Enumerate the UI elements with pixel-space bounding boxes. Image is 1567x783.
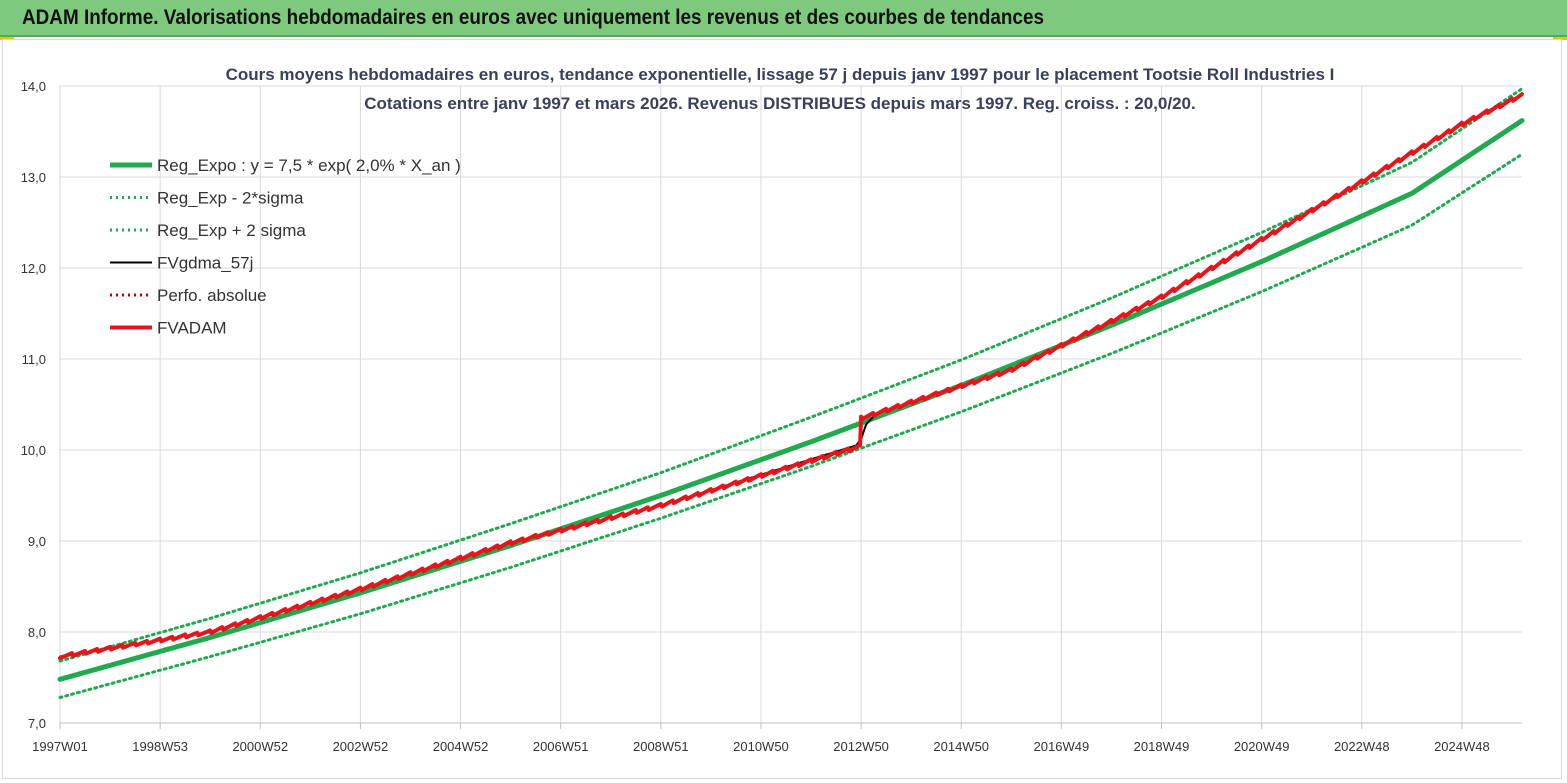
x-tick-label: 1998W53 [132, 739, 188, 754]
series-layer [57, 87, 1525, 699]
legend-label: Perfo. absolue [157, 286, 267, 305]
x-tick-label: 2004W52 [433, 739, 489, 754]
y-tick-label: 13,0 [21, 170, 46, 185]
corner-accent-left [0, 37, 14, 40]
legend-label: Reg_Exp + 2 sigma [157, 221, 306, 240]
x-tick-label: 2000W52 [232, 739, 288, 754]
chart-title-line-2: Cotations entre janv 1997 et mars 2026. … [364, 94, 1195, 113]
x-tick-label: 2020W49 [1234, 739, 1290, 754]
x-tick-label: 2016W49 [1034, 739, 1090, 754]
series-line-0 [57, 118, 1525, 682]
grid-layer [59, 85, 1522, 724]
chart-title-line-1: Cours moyens hebdomadaires en euros, ten… [226, 65, 1335, 84]
y-tick-label: 12,0 [21, 261, 46, 276]
x-tick-label: 2014W50 [933, 739, 989, 754]
x-tick-label: 1997W01 [32, 739, 88, 754]
header-title: ADAM Informe. Valorisations hebdomadaire… [22, 6, 1044, 29]
legend-label: FVADAM [157, 319, 227, 338]
x-tick-label: 2018W49 [1134, 739, 1190, 754]
y-tick-label: 7,0 [28, 716, 46, 731]
x-tick-label: 2006W51 [533, 739, 589, 754]
header-bar: ADAM Informe. Valorisations hebdomadaire… [0, 0, 1567, 37]
y-tick-label: 9,0 [28, 534, 46, 549]
series-line-5 [58, 92, 1524, 661]
chart-title-group: Cours moyens hebdomadaires en euros, ten… [226, 65, 1335, 113]
x-tick-label: 2008W51 [633, 739, 689, 754]
x-tick-label: 2010W50 [733, 739, 789, 754]
chart-frame [2, 39, 1562, 779]
y-tick-label: 10,0 [21, 443, 46, 458]
series-line-1 [58, 152, 1524, 699]
legend: Reg_Expo : y = 7,5 * exp( 2,0% * X_an ) R… [110, 156, 461, 338]
y-tick-label: 11,0 [22, 352, 46, 367]
series-line-2 [58, 87, 1524, 663]
x-tick-label: 2022W48 [1334, 739, 1390, 754]
x-tick-label: 2024W48 [1434, 739, 1490, 754]
series-line-3 [59, 94, 1523, 658]
corner-accent-right [1553, 37, 1567, 40]
x-tick-label: 2002W52 [333, 739, 389, 754]
legend-label: Reg_Exp - 2*sigma [157, 189, 304, 208]
legend-label: FVgdma_57j [157, 254, 253, 273]
x-tick-label: 2012W50 [833, 739, 889, 754]
y-tick-label: 14,0 [21, 79, 46, 94]
axis-layer: 7,0 8,0 9,0 10,0 11,0 12,0 13,0 14,0 1997W01 1998… [21, 79, 1522, 754]
legend-label: Reg_Expo : y = 7,5 * exp( 2,0% * X_an ) [157, 156, 461, 175]
y-tick-label: 8,0 [28, 625, 46, 640]
